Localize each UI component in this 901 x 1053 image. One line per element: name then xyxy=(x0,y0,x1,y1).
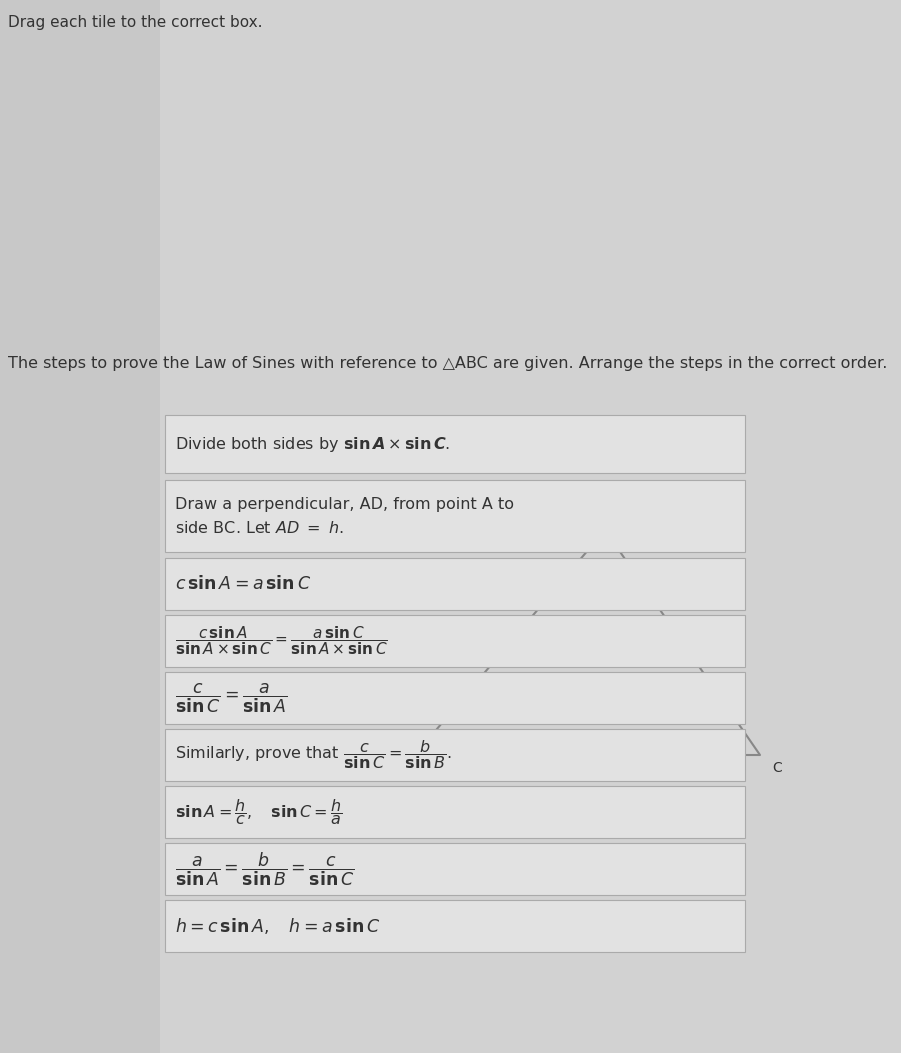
Text: $\mathbf{sin}\,A = \dfrac{h}{c},\quad \mathbf{sin}\,C = \dfrac{h}{a}$: $\mathbf{sin}\,A = \dfrac{h}{c},\quad \m… xyxy=(175,797,342,827)
Text: Draw a perpendicular, AD, from point A to: Draw a perpendicular, AD, from point A t… xyxy=(175,497,514,512)
FancyBboxPatch shape xyxy=(165,672,745,724)
Text: $\dfrac{c}{\mathbf{sin}\,C} = \dfrac{a}{\mathbf{sin}\,A}$: $\dfrac{c}{\mathbf{sin}\,C} = \dfrac{a}{… xyxy=(175,681,287,715)
Text: The steps to prove the Law of Sines with reference to △ABC are given. Arrange th: The steps to prove the Law of Sines with… xyxy=(8,356,887,371)
Text: side BC. Let $\mathit{AD}$ $=$ $\mathit{h}$.: side BC. Let $\mathit{AD}$ $=$ $\mathit{… xyxy=(175,520,344,536)
FancyBboxPatch shape xyxy=(165,480,745,552)
FancyBboxPatch shape xyxy=(165,843,745,895)
FancyBboxPatch shape xyxy=(165,900,745,952)
Text: b: b xyxy=(583,767,592,780)
Text: $c\,\mathbf{sin}\,A = a\,\mathbf{sin}\,C$: $c\,\mathbf{sin}\,A = a\,\mathbf{sin}\,C… xyxy=(175,575,311,593)
Text: c: c xyxy=(492,636,500,649)
Text: $\dfrac{a}{\mathbf{sin}\,A} = \dfrac{b}{\mathbf{sin}\,B} = \dfrac{c}{\mathbf{sin: $\dfrac{a}{\mathbf{sin}\,A} = \dfrac{b}{… xyxy=(175,850,354,888)
Text: a: a xyxy=(693,636,701,649)
FancyBboxPatch shape xyxy=(165,558,745,610)
Text: Similarly, prove that $\dfrac{c}{\mathbf{sin}\,C} = \dfrac{b}{\mathbf{sin}\,B}$.: Similarly, prove that $\dfrac{c}{\mathbf… xyxy=(175,738,452,772)
Text: $\dfrac{c\,\mathbf{sin}\,A}{\mathbf{sin}\,A \times \mathbf{sin}\,C} = \dfrac{a\,: $\dfrac{c\,\mathbf{sin}\,A}{\mathbf{sin}… xyxy=(175,624,387,657)
Text: Divide both sides by $\mathbf{sin}\,\boldsymbol{A} \times \mathbf{sin}\,\boldsym: Divide both sides by $\mathbf{sin}\,\bol… xyxy=(175,435,450,454)
FancyBboxPatch shape xyxy=(165,415,745,473)
Text: Drag each tile to the correct box.: Drag each tile to the correct box. xyxy=(8,15,262,29)
FancyBboxPatch shape xyxy=(165,615,745,667)
FancyBboxPatch shape xyxy=(160,0,901,1053)
Text: B: B xyxy=(602,508,612,522)
Text: C: C xyxy=(772,761,782,775)
Text: $h = c\,\mathbf{sin}\,A,\quad h = a\,\mathbf{sin}\,C$: $h = c\,\mathbf{sin}\,A,\quad h = a\,\ma… xyxy=(175,916,380,936)
FancyBboxPatch shape xyxy=(165,786,745,838)
FancyBboxPatch shape xyxy=(165,729,745,781)
Text: A: A xyxy=(394,761,403,775)
